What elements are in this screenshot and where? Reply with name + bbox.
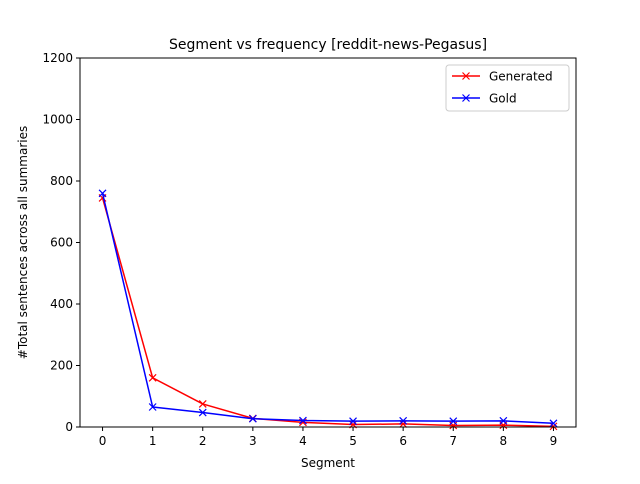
- data-point-gold: [499, 416, 508, 425]
- legend-marker-generated: [462, 72, 470, 80]
- y-tick-label: 200: [50, 359, 73, 373]
- x-tick-label: 5: [349, 434, 357, 448]
- data-point-gold: [549, 419, 558, 428]
- y-tick-label: 1200: [42, 51, 73, 65]
- x-tick-label: 6: [399, 434, 407, 448]
- plot-frame: [79, 57, 577, 428]
- plot-series: [98, 189, 558, 431]
- data-point-gold: [399, 416, 408, 425]
- legend-label-generated: Generated: [489, 70, 553, 84]
- data-point-gold: [449, 417, 458, 426]
- x-tick-label: 0: [99, 434, 107, 448]
- y-tick-label: 600: [50, 236, 73, 250]
- y-tick-label: 400: [50, 297, 73, 311]
- data-point-generated: [198, 400, 207, 408]
- y-tick-label: 800: [50, 174, 73, 188]
- y-tick-label: 1000: [42, 113, 73, 127]
- x-tick-label: 7: [449, 434, 457, 448]
- legend-marker-gold: [462, 94, 470, 102]
- y-axis: 0 200 400 600 800 1000 1200: [42, 51, 80, 434]
- data-point-gold: [198, 408, 207, 417]
- legend-label-gold: Gold: [489, 92, 517, 106]
- y-tick-label: 0: [65, 420, 73, 434]
- data-point-gold: [148, 403, 157, 411]
- data-point-generated: [549, 422, 558, 431]
- chart-title: Segment vs frequency [reddit-news-Pegasu…: [169, 37, 487, 53]
- x-tick-label: 1: [149, 434, 157, 448]
- data-point-gold: [349, 417, 357, 426]
- data-point-gold: [299, 416, 307, 425]
- legend: Generated Gold: [445, 64, 570, 112]
- y-axis-label: #Total sentences across all summaries: [16, 126, 30, 359]
- data-point-gold: [248, 414, 257, 423]
- x-tick-label: 4: [299, 434, 307, 448]
- x-tick-label: 8: [500, 434, 508, 448]
- data-point-gold: [98, 189, 107, 198]
- data-point-generated: [148, 373, 157, 382]
- series-line-generated: [101, 197, 554, 428]
- x-tick-label: 3: [249, 434, 257, 448]
- x-tick-label: 9: [550, 434, 558, 448]
- x-axis: 0 1 2 3 4 5 6 7 8 9: [99, 427, 558, 448]
- x-tick-label: 2: [199, 434, 207, 448]
- x-axis-label: Segment: [301, 456, 355, 470]
- series-line-gold: [101, 193, 554, 425]
